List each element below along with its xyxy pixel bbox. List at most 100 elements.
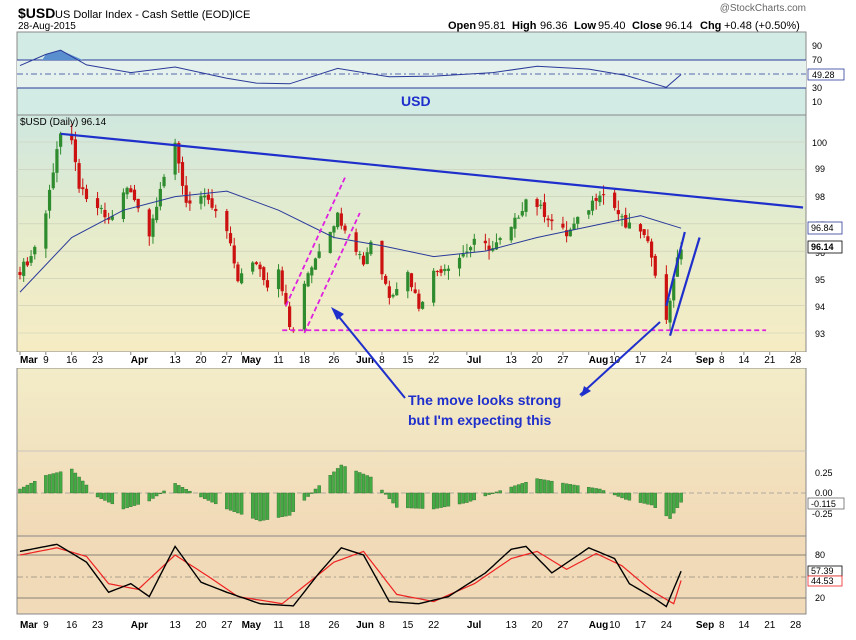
- x-axis-label: 14: [738, 620, 750, 631]
- candle-body: [664, 274, 668, 320]
- candle-body: [517, 217, 521, 219]
- macd-bar: [590, 487, 595, 494]
- macd-bar: [250, 492, 255, 519]
- candle-body: [468, 247, 473, 251]
- macd-bar: [95, 492, 100, 498]
- exchange: ICE: [232, 9, 250, 21]
- candle-body: [339, 213, 343, 226]
- candle-body: [336, 212, 340, 228]
- macd-bar: [132, 492, 137, 506]
- macd-bar: [627, 492, 632, 501]
- macd-bar: [642, 492, 646, 504]
- macd-bar: [616, 492, 621, 497]
- candle-body: [125, 187, 129, 195]
- macd-bar: [214, 492, 218, 505]
- x-axis-label: 28: [790, 355, 802, 366]
- macd-bar: [594, 488, 598, 494]
- macd-bar: [184, 489, 188, 494]
- macd-bar: [280, 492, 284, 517]
- macd-bar: [317, 485, 321, 494]
- candle-body: [236, 264, 240, 282]
- macd-bar: [516, 484, 521, 494]
- candle-body: [439, 269, 443, 273]
- x-axis-label: 8: [719, 355, 725, 366]
- macd-bar: [147, 492, 151, 502]
- macd-bar: [99, 492, 103, 499]
- candle-body: [310, 267, 314, 276]
- x-axis-label: Jun: [356, 355, 374, 366]
- macd-bar: [84, 484, 89, 494]
- candle-body: [384, 275, 388, 284]
- price-tick-94: 94: [815, 302, 825, 312]
- x-axis-label: 21: [764, 620, 776, 631]
- candle-body: [601, 194, 606, 196]
- macd-bar: [228, 492, 233, 511]
- candle-body: [550, 219, 554, 222]
- candle-body: [642, 229, 646, 235]
- macd-bar: [439, 492, 443, 508]
- candle-body: [465, 251, 469, 253]
- x-axis-label: Sep: [696, 620, 714, 631]
- open-label: Open: [448, 20, 476, 32]
- macd-bar: [387, 492, 392, 499]
- candle-body: [284, 292, 288, 305]
- macd-bar: [409, 492, 414, 509]
- x-axis-label: 9: [43, 355, 49, 366]
- candle-body: [225, 210, 229, 232]
- candle-body: [288, 306, 292, 328]
- candle-body: [561, 223, 565, 228]
- x-axis-label: Mar: [20, 355, 38, 366]
- macd-bar: [206, 492, 211, 501]
- macd-bar: [383, 492, 388, 495]
- chart-date: 28-Aug-2015: [18, 21, 76, 32]
- candle-body: [95, 198, 100, 209]
- candle-body: [132, 189, 137, 201]
- candle-body: [461, 254, 465, 257]
- x-axis-top: Mar 9 16 23 Apr 13 20 27 May 11 18 26 Jun 8 15 22 Jul 13 2…: [19, 352, 802, 366]
- open-value: 95.81: [478, 20, 506, 32]
- candle-body: [332, 226, 336, 233]
- macd-bar: [431, 492, 436, 510]
- resistance-trendline: [60, 132, 804, 209]
- candle-body: [44, 213, 48, 249]
- candle-body: [276, 269, 281, 290]
- macd-bar: [51, 473, 55, 494]
- macd-bar: [262, 492, 266, 521]
- candle-body: [158, 188, 162, 207]
- annotation-arrowhead-right: [581, 386, 591, 397]
- macd-bar: [58, 471, 63, 494]
- macd-bar: [624, 492, 628, 500]
- candle-body: [265, 280, 270, 288]
- candle-body: [365, 252, 369, 265]
- macd-bar: [653, 492, 657, 508]
- candle-body: [413, 289, 417, 293]
- candle-body: [568, 229, 572, 237]
- x-axis-label: 27: [221, 620, 233, 631]
- candle-body: [25, 261, 29, 266]
- stoch-k-value: 57.39: [811, 566, 834, 576]
- macd-bar: [173, 483, 177, 494]
- rsi-tick-70: 70: [812, 55, 822, 65]
- macd-bar: [121, 492, 126, 510]
- macd-bar: [339, 464, 344, 494]
- candle-body: [443, 268, 447, 272]
- x-axis-label: 13: [506, 355, 518, 366]
- macd-bar: [29, 482, 33, 494]
- x-axis-label: 17: [635, 355, 647, 366]
- price-tick-100: 100: [812, 138, 827, 148]
- x-axis-label: 22: [428, 355, 440, 366]
- macd-bar: [406, 492, 410, 509]
- macd-bar: [354, 470, 358, 494]
- candle-body: [613, 192, 617, 208]
- macd-bar: [55, 472, 59, 494]
- candle-body: [188, 200, 192, 204]
- rsi-band-label: USD: [401, 93, 431, 109]
- macd-bar: [457, 492, 462, 505]
- candle-body: [387, 286, 391, 298]
- candle-body: [240, 273, 244, 284]
- macd-bar: [158, 492, 163, 495]
- macd-bar: [202, 492, 207, 499]
- price-tick-93: 93: [815, 329, 825, 339]
- macd-bar: [210, 492, 214, 503]
